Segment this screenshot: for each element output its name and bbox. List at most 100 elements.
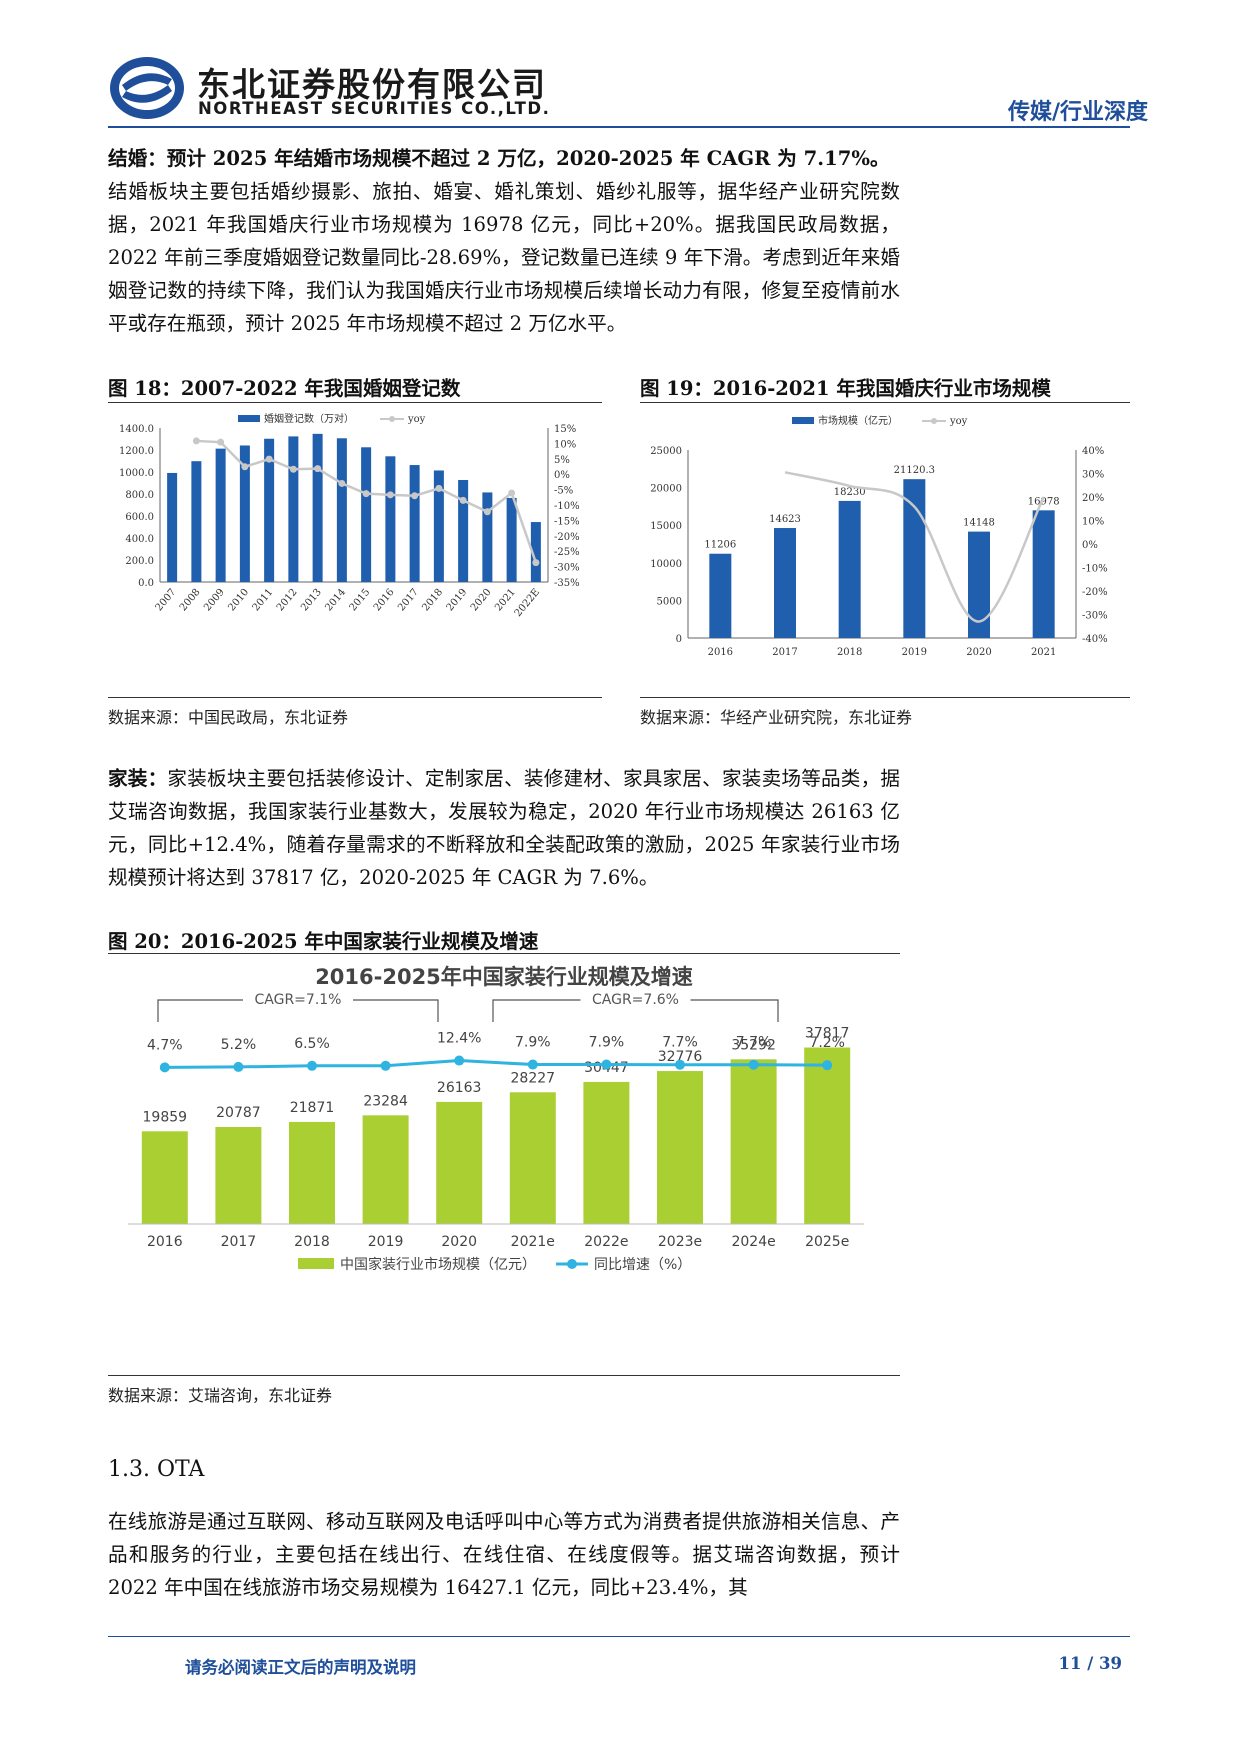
legend-bar-swatch	[792, 417, 814, 424]
x-tick-label: 2010	[226, 587, 251, 614]
fig18-chart: 0.0 200.0 400.0 600.0 800.0 1000.0 1200.0 1400.…	[119, 412, 580, 619]
y-right-tick-label: 5%	[554, 455, 570, 466]
yoy-point	[483, 508, 491, 516]
legend-bar-label: 市场规模（亿元）	[818, 414, 898, 427]
growth-label: 7.7%	[662, 1035, 698, 1051]
legend-line-marker	[931, 418, 937, 424]
y-right-tick-label: -5%	[554, 486, 573, 497]
marriage-paragraph: 结婚：预计 2025 年结婚市场规模不超过 2 万亿，2020-2025 年 C…	[108, 142, 900, 340]
y-left-tick-label: 10000	[650, 559, 682, 570]
growth-point	[159, 1062, 170, 1073]
yoy-point	[435, 484, 443, 492]
department-label: 传媒/行业深度	[1007, 100, 1148, 125]
header-divider	[108, 126, 1130, 128]
x-tick-label: 2011	[251, 587, 276, 614]
footer-divider	[108, 1636, 1130, 1637]
y-left-tick-label: 200.0	[125, 556, 154, 567]
fig18-top-rule	[108, 402, 602, 403]
bar	[968, 531, 990, 638]
fig19-source: 数据来源：华经产业研究院，东北证券	[640, 708, 913, 727]
x-tick-label: 2008	[178, 587, 203, 614]
growth-point	[748, 1059, 759, 1070]
y-right-tick-label: -30%	[1082, 611, 1108, 622]
legend-line-label: 同比增速（%）	[594, 1257, 691, 1273]
bar	[215, 1126, 262, 1224]
yoy-point	[508, 489, 516, 497]
y-right-tick-label: 0%	[554, 470, 570, 481]
x-tick-label: 2017	[221, 1234, 257, 1250]
y-left-tick-label: 1400.0	[119, 424, 154, 435]
growth-point	[307, 1060, 317, 1071]
x-tick-label: 2007	[154, 587, 179, 614]
bar	[903, 479, 926, 638]
yoy-point	[241, 463, 249, 471]
yoy-point	[411, 492, 419, 500]
y-right-tick-label: -10%	[554, 501, 580, 512]
yoy-point	[459, 496, 467, 504]
bar	[506, 497, 517, 582]
bar	[657, 1071, 703, 1224]
bar	[530, 522, 541, 582]
bar	[1032, 510, 1055, 638]
x-tick-label: 2014	[323, 587, 348, 614]
bar	[264, 438, 275, 582]
y-left-tick-label: 20000	[650, 484, 682, 495]
bar-value-label: 21871	[290, 1100, 335, 1116]
yoy-point	[386, 491, 394, 499]
x-tick-label: 2012	[275, 587, 300, 614]
growth-label: 12.4%	[437, 1031, 481, 1047]
cagr-bracket	[492, 999, 779, 1022]
x-tick-label: 2020	[966, 647, 991, 658]
x-tick-label: 2020	[469, 587, 494, 614]
fig20-chart-title: 2016-2025年中国家装行业规模及增速	[315, 965, 693, 989]
bar	[409, 465, 420, 582]
bar	[362, 1115, 409, 1224]
x-tick-label: 2013	[299, 587, 324, 614]
cagr-label: CAGR=7.1%	[255, 992, 342, 1008]
x-tick-label: 2022e	[584, 1234, 628, 1250]
y-right-tick-label: 20%	[1082, 493, 1104, 504]
bar-value-label: 35292	[731, 1037, 776, 1053]
fig20-source: 数据来源：艾瑞咨询，东北证券	[108, 1386, 333, 1405]
y-right-tick-label: -30%	[554, 563, 580, 574]
bar	[774, 528, 796, 638]
bar	[730, 1059, 777, 1224]
legend-bar-label: 婚姻登记数（万对）	[264, 412, 354, 425]
legend-bar-label: 中国家装行业市场规模（亿元）	[340, 1256, 536, 1273]
growth-point	[675, 1059, 685, 1070]
x-tick-label: 2019	[902, 647, 927, 658]
legend-line-label: yoy	[407, 414, 426, 425]
fig18-bottom-rule	[108, 697, 602, 698]
logo-icon	[110, 57, 184, 119]
cagr-label: CAGR=7.6%	[592, 992, 679, 1008]
y-right-tick-label: -20%	[554, 532, 580, 543]
fig20-title: 图 20：2016-2025 年中国家装行业规模及增速	[108, 930, 539, 953]
growth-label: 7.7%	[736, 1035, 772, 1051]
yoy-point	[532, 559, 540, 567]
x-tick-label: 2018	[420, 587, 445, 614]
y-right-tick-label: 0%	[1082, 540, 1098, 551]
growth-label: 7.9%	[515, 1035, 551, 1051]
growth-label: 7.2%	[809, 1035, 845, 1051]
company-name-en: NORTHEAST SECURITIES CO.,LTD.	[198, 99, 551, 118]
bar-value-label: 16978	[1028, 496, 1060, 507]
home-decor-paragraph: 家装：家装板块主要包括装修设计、定制家居、装修建材、家具家居、家装卖场等品类，据…	[108, 762, 900, 894]
yoy-point	[338, 479, 346, 487]
bar	[361, 447, 372, 582]
x-tick-label: 2018	[837, 647, 862, 658]
home-decor-body: 家装板块主要包括装修设计、定制家居、装修建材、家具家居、家装卖场等品类，据艾瑞咨…	[108, 767, 901, 889]
y-left-tick-label: 0	[676, 634, 682, 645]
growth-label: 7.9%	[589, 1035, 625, 1051]
x-tick-label: 2020	[441, 1234, 477, 1250]
bar	[433, 470, 444, 582]
home-decor-lead: 家装：	[108, 767, 168, 790]
y-right-tick-label: -15%	[554, 516, 580, 527]
bar-value-label: 19859	[143, 1109, 188, 1125]
bar-value-label: 14148	[963, 518, 995, 529]
bar	[288, 436, 299, 582]
x-tick-label: 2017	[396, 587, 421, 614]
y-right-tick-label: -20%	[1082, 587, 1108, 598]
yoy-point	[217, 438, 225, 446]
y-right-tick-label: -35%	[554, 578, 580, 589]
x-tick-label: 2025e	[805, 1234, 849, 1250]
